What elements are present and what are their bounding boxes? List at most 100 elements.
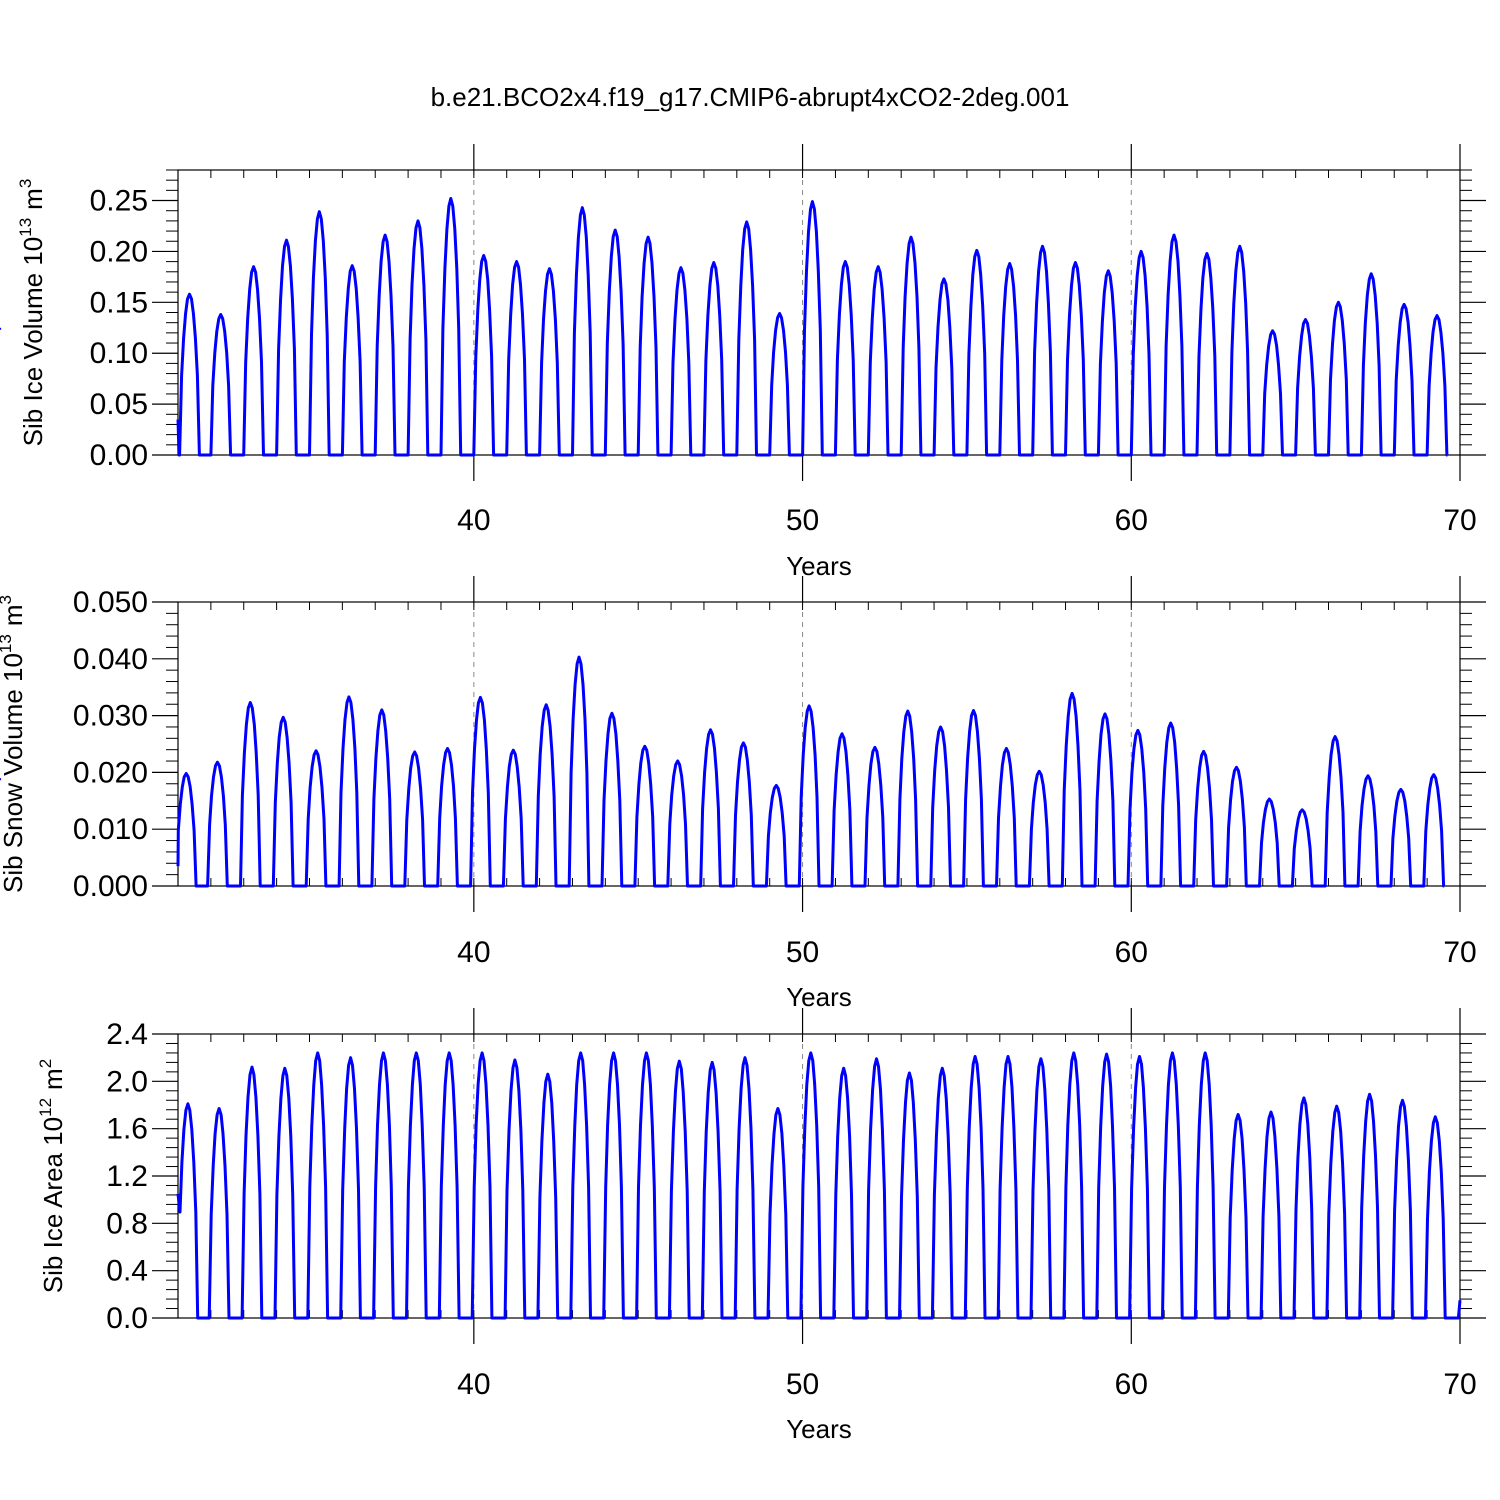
peak-point — [349, 1056, 352, 1059]
peak-point — [939, 725, 942, 729]
peak-point — [544, 703, 548, 707]
peak-point — [186, 1102, 190, 1106]
peak-point — [1368, 1093, 1371, 1096]
peak-point — [778, 312, 781, 315]
peak-point — [1070, 692, 1074, 695]
peak-point — [351, 264, 354, 267]
peak-point — [1039, 1057, 1043, 1061]
peak-point — [1171, 1051, 1174, 1055]
y-tick-label: 0.050 — [73, 586, 148, 619]
peak-point — [252, 265, 255, 268]
peak-point — [1402, 303, 1406, 306]
peak-point — [745, 220, 748, 224]
x-tick-label: 60 — [1115, 504, 1148, 537]
peak-point — [285, 239, 288, 242]
peak-point — [217, 1107, 221, 1110]
peak-point — [1204, 1051, 1207, 1055]
peak-point — [840, 732, 844, 735]
peak-point — [1435, 314, 1439, 317]
peak-point — [480, 1051, 484, 1055]
peak-point — [283, 1067, 287, 1070]
peak-point — [1366, 774, 1370, 778]
y-axis-label: Sib Ice Area 1012 m2 — [36, 1059, 68, 1293]
peak-point — [250, 1065, 254, 1069]
peak-point — [1038, 770, 1041, 773]
peak-point — [875, 1057, 878, 1061]
peak-point — [1074, 261, 1077, 264]
x-tick-label: 50 — [786, 1368, 819, 1401]
peak-point — [185, 772, 188, 775]
y-tick-label: 0.00 — [90, 439, 148, 472]
peak-point — [1333, 735, 1337, 738]
y-axis-label-exponent: 13 — [16, 218, 35, 237]
y-tick-label: 2.4 — [106, 1018, 148, 1051]
peak-point — [906, 709, 909, 713]
peak-point — [678, 1060, 681, 1063]
peak-point — [1302, 1096, 1306, 1100]
peak-point — [643, 745, 646, 748]
peak-point — [513, 1058, 517, 1062]
y-axis-label-exponent: 13 — [0, 634, 15, 653]
panel-3: 40 50 60 70 0.0 0.4 0.8 1.2 1.6 2.0 2.4 Years Sib Ic… — [36, 1008, 1486, 1444]
y-tick-label: 0.20 — [90, 235, 148, 268]
peak-point — [842, 1067, 845, 1070]
peak-point — [316, 1051, 319, 1055]
y-tick-label: 0.8 — [106, 1207, 148, 1240]
y-tick-label: 0.10 — [90, 337, 148, 370]
peak-point — [1370, 272, 1373, 276]
peak-point — [1236, 1113, 1240, 1116]
peak-point — [942, 277, 946, 281]
y-axis-label-text: Sib Ice Volume 10 — [18, 237, 48, 447]
y-axis-label-text: Sib Snow Volume 10 — [0, 653, 28, 893]
peak-point — [382, 1051, 385, 1055]
y-tick-label: 0.030 — [73, 700, 148, 733]
peak-point — [941, 1067, 944, 1070]
peak-point — [0, 327, 2, 330]
y-axis-label-unit-exponent: 3 — [16, 179, 35, 188]
peak-point — [742, 741, 745, 745]
peak-point — [1301, 808, 1304, 812]
peak-point — [249, 701, 252, 704]
x-tick-label: 60 — [1115, 1368, 1148, 1401]
peak-point — [679, 266, 683, 269]
peak-point — [775, 784, 778, 787]
peak-point — [1238, 245, 1241, 248]
y-axis-label: Sib Ice Volume 1013 m3 — [16, 179, 48, 447]
y-tick-label: 0.4 — [106, 1255, 148, 1288]
x-tick-label: 50 — [786, 504, 819, 537]
chart-title: b.e21.BCO2x4.f19_g17.CMIP6-abrupt4xCO2-2… — [431, 82, 1070, 112]
y-axis-label-unit-exponent: 3 — [0, 595, 15, 604]
peak-point — [447, 1051, 451, 1055]
peak-point — [1304, 318, 1307, 321]
peak-point — [973, 1055, 977, 1058]
peak-point — [546, 1073, 550, 1076]
peak-point — [1006, 1055, 1010, 1058]
peak-point — [577, 655, 581, 659]
x-axis-label: Years — [786, 551, 852, 581]
peak-point — [446, 747, 449, 750]
panels: 40 50 60 70 0.00 0.05 0.10 0.15 0.20 0.25 Years Sib… — [0, 144, 1486, 1444]
x-tick-label: 70 — [1443, 1368, 1476, 1401]
series-line — [176, 655, 1446, 888]
peak-point — [380, 708, 384, 712]
peak-point — [1399, 788, 1403, 791]
peak-point — [1269, 1110, 1273, 1114]
y-tick-label: 2.0 — [106, 1065, 148, 1098]
peak-point — [1205, 252, 1209, 255]
peak-point — [809, 1051, 812, 1055]
peak-point — [811, 200, 814, 203]
peak-point — [709, 728, 712, 731]
peak-point — [1268, 797, 1271, 801]
peak-point — [479, 696, 482, 699]
peak-point — [1202, 750, 1205, 753]
peak-point — [807, 704, 811, 708]
peak-point — [743, 1056, 747, 1059]
peak-point — [1041, 245, 1044, 248]
peak-point — [515, 260, 518, 263]
peak-point — [873, 746, 877, 749]
peak-point — [1008, 262, 1011, 265]
peak-point — [1103, 712, 1107, 716]
peak-point — [548, 267, 551, 270]
peak-point — [281, 716, 285, 719]
x-tick-label: 70 — [1443, 504, 1476, 537]
